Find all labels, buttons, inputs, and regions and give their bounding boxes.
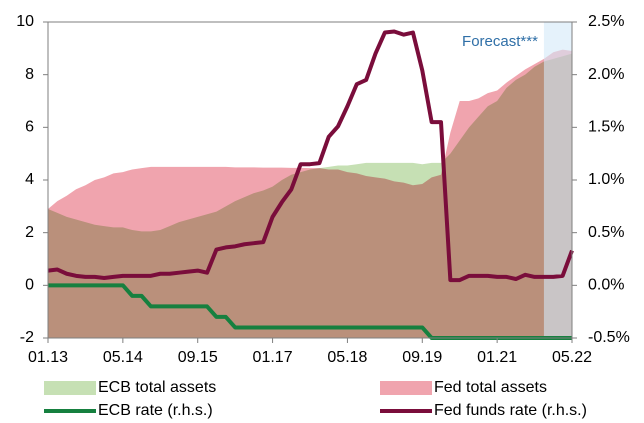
y2-tick-label: 0.5% bbox=[588, 224, 624, 241]
y2-tick-label: -0.5% bbox=[588, 329, 630, 346]
y2-tick-label: 1.5% bbox=[588, 119, 624, 136]
y-tick-label: 2 bbox=[25, 224, 34, 241]
x-tick-label: 09.15 bbox=[178, 349, 218, 366]
x-tick-label: 01.21 bbox=[477, 349, 517, 366]
y-tick-label: 8 bbox=[25, 66, 34, 83]
legend-label: ECB rate (r.h.s.) bbox=[98, 402, 213, 419]
x-tick-label: 09.19 bbox=[402, 349, 442, 366]
forecast-label: Forecast*** bbox=[462, 33, 538, 50]
y2-tick-label: 2.5% bbox=[588, 13, 624, 30]
forecast-region bbox=[543, 22, 572, 338]
y-tick-label: 4 bbox=[25, 171, 34, 188]
legend-swatch bbox=[380, 381, 432, 395]
legend-swatch bbox=[44, 381, 96, 395]
y-tick-label: -2 bbox=[20, 329, 34, 346]
x-tick-label: 01.17 bbox=[253, 349, 293, 366]
area bbox=[48, 49, 572, 339]
x-tick-label: 05.18 bbox=[327, 349, 367, 366]
y2-tick-label: 2.0% bbox=[588, 66, 624, 83]
y2-tick-label: 0.0% bbox=[588, 277, 624, 294]
legend-label: ECB total assets bbox=[98, 379, 216, 396]
y2-tick-label: 1.0% bbox=[588, 171, 624, 188]
y-tick-label: 6 bbox=[25, 119, 34, 136]
x-tick-label: 05.14 bbox=[103, 349, 143, 366]
legend-label: Fed funds rate (r.h.s.) bbox=[434, 402, 587, 419]
y-tick-label: 10 bbox=[16, 13, 34, 30]
x-tick-label: 01.13 bbox=[28, 349, 68, 366]
legend-label: Fed total assets bbox=[434, 379, 547, 396]
line bbox=[47, 29, 574, 283]
y-tick-label: 0 bbox=[25, 277, 34, 294]
x-tick-label: 05.22 bbox=[552, 349, 592, 366]
